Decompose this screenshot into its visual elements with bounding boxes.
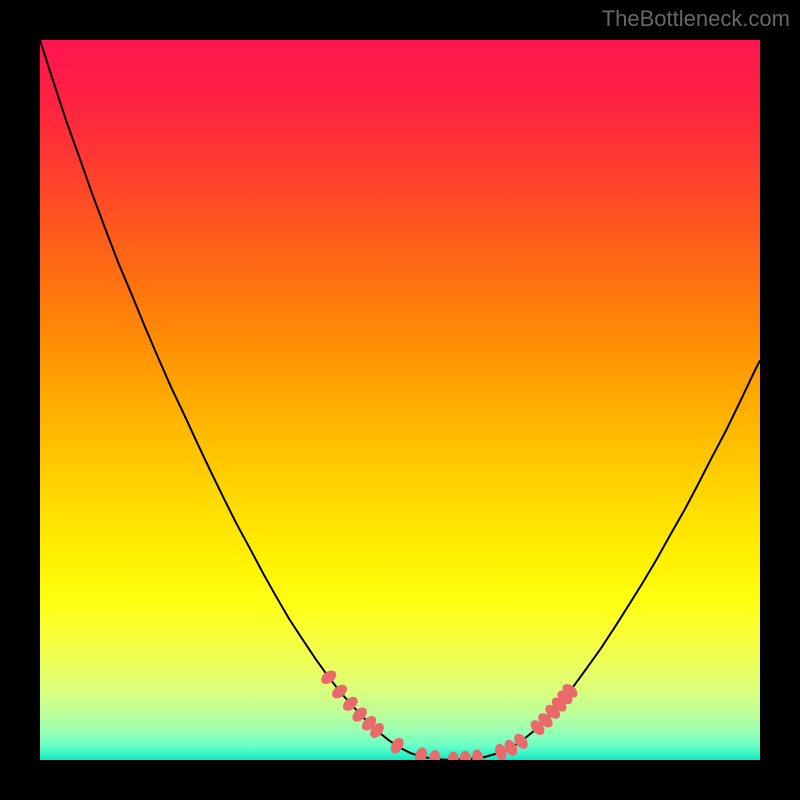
watermark-text: TheBottleneck.com (602, 6, 790, 32)
curve-markers (319, 668, 580, 760)
curve-layer (40, 40, 760, 760)
bottleneck-curve (40, 40, 760, 760)
plot-area (40, 40, 760, 760)
